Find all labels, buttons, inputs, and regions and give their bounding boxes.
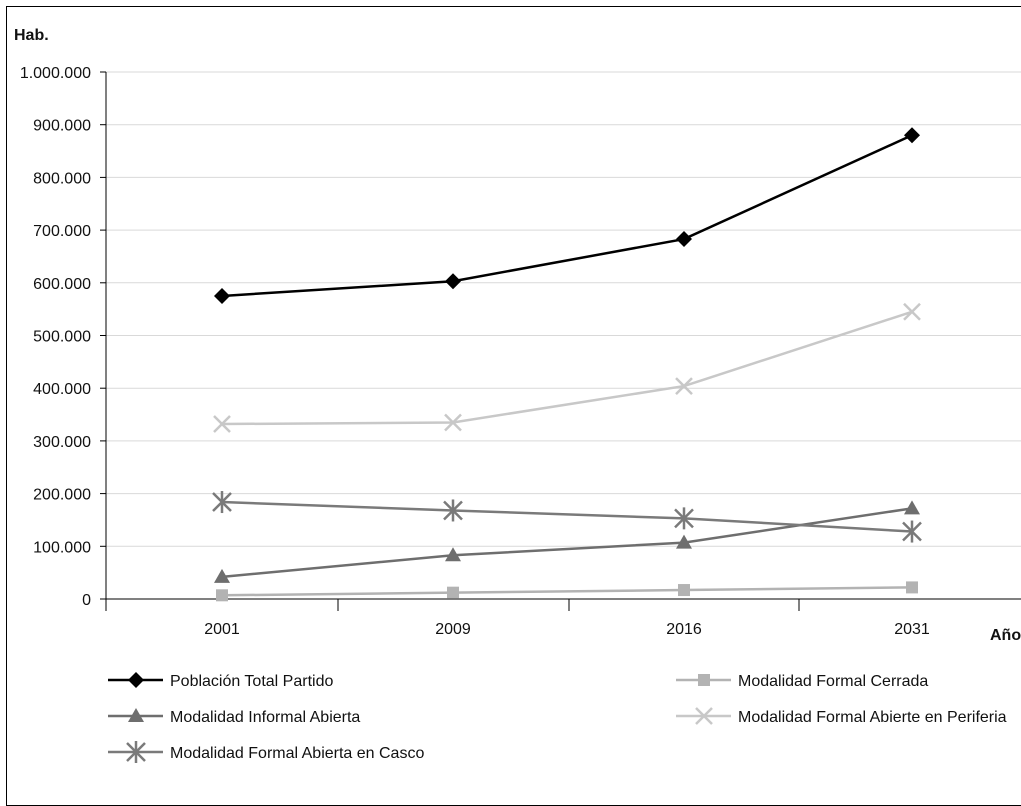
- data-point: [214, 568, 230, 583]
- legend-item: Modalidad Informal Abierta: [108, 708, 360, 726]
- marker-stroke: [695, 707, 713, 725]
- data-point: [904, 500, 920, 515]
- legend-item: Modalidad Formal Abierta en Casco: [108, 741, 424, 763]
- x-tick-label: 2009: [435, 621, 471, 638]
- y-tick-label: 500.000: [33, 329, 91, 346]
- data-point: [128, 708, 144, 722]
- data-point: [698, 674, 710, 686]
- series-4: [213, 302, 921, 433]
- marker-stroke: [903, 302, 921, 321]
- data-point: [213, 415, 231, 433]
- axes: [100, 71, 1021, 611]
- series-1: [214, 500, 920, 583]
- data-point: [674, 507, 694, 530]
- line-chart: 0 100.000 200.000 300.000 400.000 500.000 600.…: [14, 27, 1021, 763]
- data-point: [902, 520, 922, 543]
- data-point: [445, 273, 461, 290]
- legend-item: Población Total Partido: [108, 672, 333, 690]
- legend-label: Modalidad Informal Abierta: [170, 709, 360, 726]
- x-axis-ticks: 2001 2009 2016 2031: [204, 621, 930, 638]
- marker-stroke: [444, 413, 462, 432]
- data-point: [675, 377, 693, 395]
- series-line: [221, 586, 913, 597]
- legend-item: Modalidad Formal Abierte en Periferia: [676, 707, 1007, 726]
- x-axis-title: Año: [990, 627, 1021, 644]
- series-line: [221, 134, 913, 298]
- legend-item: Modalidad Formal Cerrada: [676, 673, 928, 690]
- legend-label: Modalidad Formal Cerrada: [738, 673, 928, 690]
- y-tick-label: 300.000: [33, 434, 91, 451]
- data-point: [904, 127, 920, 144]
- data-point: [214, 287, 230, 304]
- data-point: [676, 534, 692, 549]
- y-tick-label: 0: [82, 592, 91, 609]
- series-layer: [212, 127, 922, 602]
- data-point: [212, 491, 232, 514]
- data-point: [906, 581, 918, 594]
- data-point: [128, 672, 144, 688]
- gridlines: [106, 71, 1021, 547]
- y-tick-label: 600.000: [33, 276, 91, 293]
- legend-label: Modalidad Formal Abierta en Casco: [170, 745, 424, 762]
- x-tick-label: 2016: [666, 621, 702, 638]
- y-tick-label: 200.000: [33, 487, 91, 504]
- legend-label: Modalidad Formal Abierte en Periferia: [738, 709, 1007, 726]
- y-tick-label: 700.000: [33, 223, 91, 240]
- data-point: [903, 302, 921, 321]
- y-tick-label: 900.000: [33, 118, 91, 135]
- series-2: [212, 491, 922, 543]
- y-tick-label: 800.000: [33, 170, 91, 187]
- data-point: [444, 413, 462, 432]
- marker-stroke: [213, 415, 231, 433]
- series-line: [221, 310, 913, 426]
- legend-label: Población Total Partido: [170, 673, 333, 690]
- data-point: [676, 231, 692, 248]
- data-point: [678, 584, 690, 597]
- y-tick-label: 400.000: [33, 381, 91, 398]
- series-line: [221, 507, 913, 579]
- y-axis-ticks: 0 100.000 200.000 300.000 400.000 500.000 600.…: [20, 65, 91, 609]
- data-point: [445, 547, 461, 562]
- legend: Población Total Partido Modalidad Informa…: [108, 672, 1007, 763]
- series-3: [216, 581, 918, 602]
- data-point: [216, 589, 228, 602]
- x-tick-label: 2031: [894, 621, 930, 638]
- series-0: [214, 127, 920, 304]
- data-point: [447, 586, 459, 599]
- data-point: [126, 741, 146, 763]
- y-tick-label: 100.000: [33, 539, 91, 556]
- x-tick-label: 2001: [204, 621, 240, 638]
- data-point: [695, 707, 713, 725]
- series-line: [221, 500, 913, 533]
- y-tick-label: 1.000.000: [20, 65, 91, 82]
- data-point: [443, 499, 463, 522]
- marker-stroke: [675, 377, 693, 395]
- y-axis-title: Hab.: [14, 27, 49, 44]
